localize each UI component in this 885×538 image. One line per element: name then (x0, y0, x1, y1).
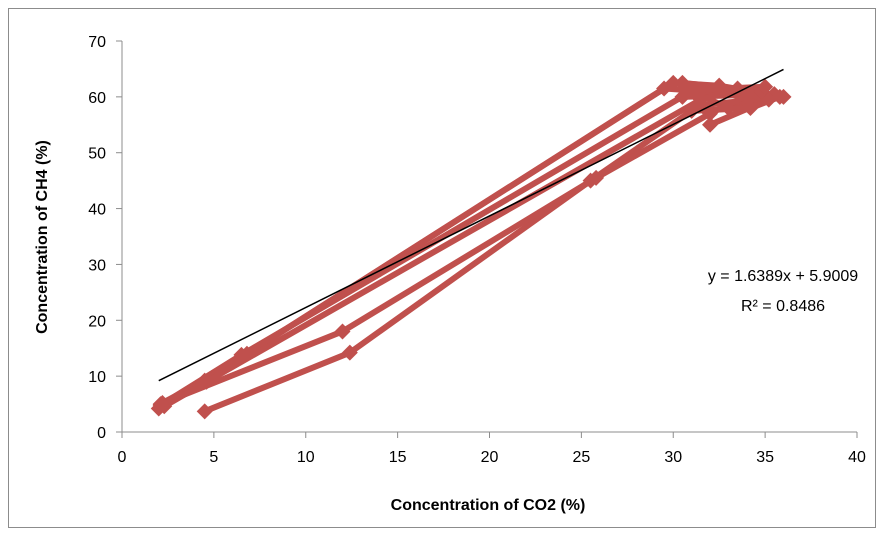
data-point-marker (720, 100, 737, 117)
axes: 0 5 10 15 20 25 30 35 40 0 10 20 30 40 50 60 70 (88, 34, 866, 466)
y-tick-label: 40 (88, 202, 106, 219)
trendline-equation: y = 1.6389x + 5.9009 (708, 268, 858, 285)
x-tick-group: 0 5 10 15 20 25 30 35 40 (118, 432, 866, 466)
y-tick-label: 20 (88, 313, 106, 330)
x-tick-label: 40 (848, 449, 866, 466)
data-point-marker (196, 403, 213, 420)
x-axis-title: Concentration of CO2 (%) (391, 497, 586, 514)
data-point-marker (742, 100, 759, 117)
data-point-marker (692, 91, 709, 108)
x-tick-label: 30 (664, 449, 682, 466)
data-point-marker (152, 396, 169, 413)
x-tick-label: 20 (481, 449, 499, 466)
data-point-marker (711, 77, 728, 94)
data-point-marker (679, 82, 696, 99)
x-tick-label: 0 (118, 449, 127, 466)
x-tick-label: 10 (297, 449, 315, 466)
trendline-r-squared: R² = 0.8486 (741, 298, 825, 315)
data-point-marker (757, 78, 774, 95)
y-tick-label: 50 (88, 146, 106, 163)
y-tick-label: 70 (88, 34, 106, 51)
series-line (157, 85, 772, 412)
data-point-marker (198, 373, 215, 390)
y-tick-label: 0 (97, 425, 106, 442)
trendline (158, 68, 784, 382)
x-tick-label: 15 (389, 449, 407, 466)
data-point-marker (334, 323, 351, 340)
data-point-marker (702, 116, 718, 133)
y-tick-group: 0 10 20 30 40 50 60 70 (88, 34, 122, 442)
y-tick-label: 60 (88, 90, 106, 107)
y-tick-label: 30 (88, 257, 106, 274)
series-line (203, 94, 781, 415)
x-tick-label: 25 (572, 449, 590, 466)
series-line (162, 79, 765, 409)
x-tick-label: 35 (756, 449, 774, 466)
x-tick-label: 5 (209, 449, 218, 466)
series-layer (157, 79, 787, 415)
data-point-marker (588, 169, 605, 186)
marker-layer (150, 74, 792, 420)
data-point-marker (238, 345, 255, 362)
y-tick-label: 10 (88, 369, 106, 386)
data-point-marker (729, 80, 746, 97)
data-point-marker (341, 344, 358, 361)
series-line (159, 83, 769, 407)
y-axis-title: Concentration of CH4 (%) (34, 140, 51, 334)
data-point-marker (771, 88, 788, 105)
data-point-marker (656, 80, 673, 97)
data-point-marker (702, 105, 718, 122)
data-point-marker (683, 102, 700, 119)
